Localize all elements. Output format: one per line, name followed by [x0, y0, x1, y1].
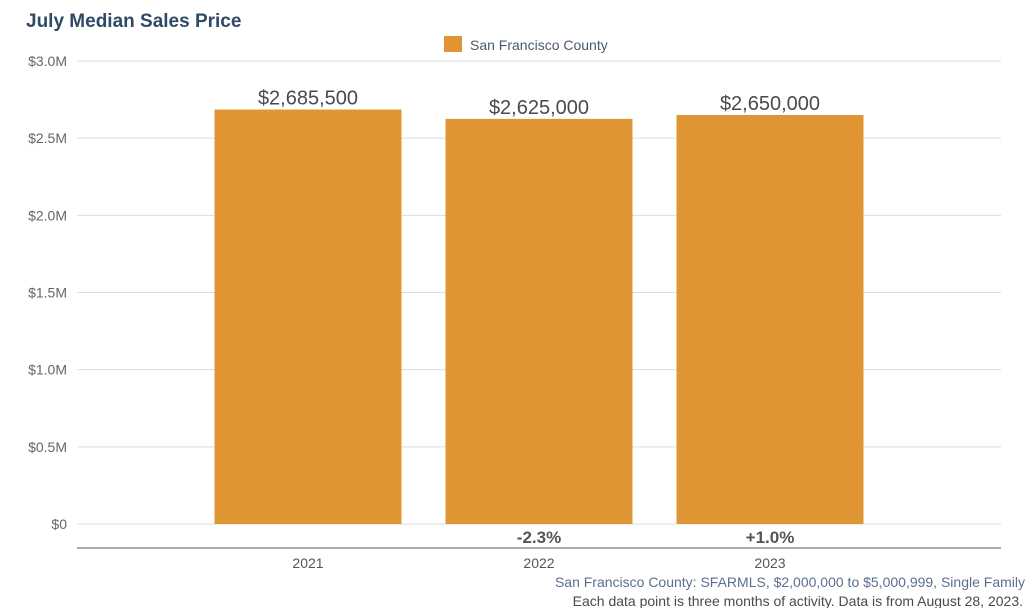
chart-title: July Median Sales Price [26, 11, 241, 32]
y-tick-label: $0.5M [28, 439, 67, 455]
y-tick-label: $1.5M [28, 285, 67, 301]
y-tick-label: $1.0M [28, 362, 67, 378]
bars [214, 109, 864, 525]
data-label: $2,685,500 [258, 88, 358, 110]
legend-label: San Francisco County [470, 37, 608, 53]
bar-2023 [676, 115, 864, 525]
footnote-note: Each data point is three months of activ… [573, 593, 1023, 608]
change-label: -2.3% [517, 528, 561, 547]
y-tick-label: $3.0M [28, 53, 67, 69]
data-labels: $2,685,500 $2,625,000 -2.3% $2,650,000 +1.0% [258, 88, 820, 547]
x-axis: 2021 2022 2023 [292, 555, 785, 571]
change-label: +1.0% [746, 528, 795, 547]
legend-swatch [444, 36, 462, 52]
x-tick-label: 2023 [754, 555, 785, 571]
data-label: $2,625,000 [489, 97, 589, 119]
x-tick-label: 2022 [523, 555, 554, 571]
bar-2021 [214, 109, 402, 524]
y-tick-label: $0 [51, 516, 67, 532]
y-axis: $0 $0.5M $1.0M $1.5M $2.0M $2.5M $3.0M [28, 53, 67, 532]
legend: San Francisco County [444, 36, 608, 53]
y-tick-label: $2.5M [28, 130, 67, 146]
y-tick-label: $2.0M [28, 207, 67, 223]
x-tick-label: 2021 [292, 555, 323, 571]
footnote-source: San Francisco County: SFARMLS, $2,000,00… [555, 574, 1025, 590]
data-label: $2,650,000 [720, 93, 820, 115]
bar-2022 [445, 118, 633, 524]
